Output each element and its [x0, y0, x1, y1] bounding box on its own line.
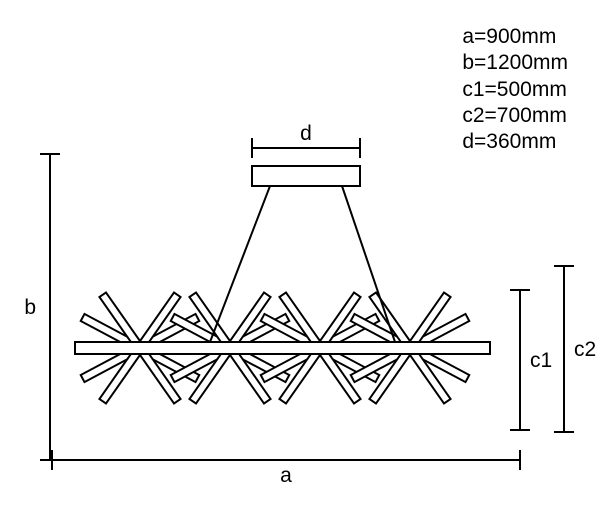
- svg-text:a: a: [280, 464, 292, 487]
- svg-text:d: d: [300, 122, 312, 145]
- legend-item-a: a=900mm: [462, 24, 568, 50]
- legend-item-d: d=360mm: [462, 129, 568, 155]
- legend: a=900mm b=1200mm c1=500mm c2=700mm d=360…: [462, 24, 568, 155]
- legend-item-c1: c1=500mm: [462, 77, 568, 103]
- svg-text:c1: c1: [530, 349, 552, 372]
- legend-item-b: b=1200mm: [462, 50, 568, 76]
- legend-item-c2: c2=700mm: [462, 103, 568, 129]
- svg-text:c2: c2: [574, 338, 596, 361]
- svg-text:b: b: [24, 296, 36, 319]
